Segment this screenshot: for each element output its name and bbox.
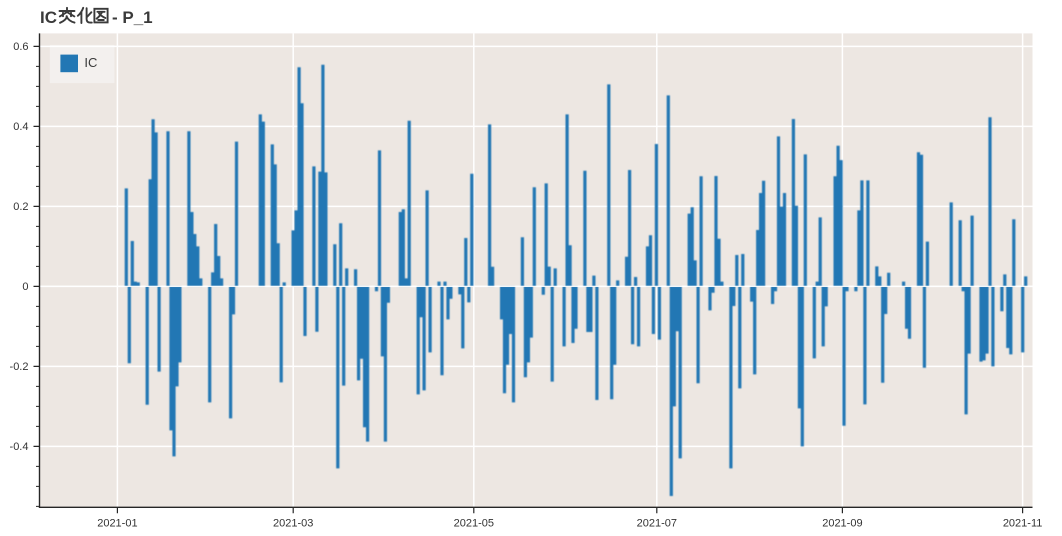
svg-text:0.4: 0.4 xyxy=(13,121,28,133)
svg-text:2021-01: 2021-01 xyxy=(97,517,137,529)
svg-text:-0.2: -0.2 xyxy=(10,361,29,373)
svg-text:IC: IC xyxy=(84,55,97,70)
svg-text:- P_1: - P_1 xyxy=(112,8,153,27)
svg-text:IC: IC xyxy=(40,8,57,27)
svg-text:0.2: 0.2 xyxy=(13,201,28,213)
svg-text:0.6: 0.6 xyxy=(13,41,28,53)
svg-text:-0.4: -0.4 xyxy=(10,441,29,453)
svg-text:2021-09: 2021-09 xyxy=(822,517,862,529)
svg-text:2021-05: 2021-05 xyxy=(454,517,494,529)
svg-text:2021-11: 2021-11 xyxy=(1003,517,1043,529)
svg-text:2021-07: 2021-07 xyxy=(637,517,677,529)
svg-text:0: 0 xyxy=(22,281,28,293)
svg-text:2021-03: 2021-03 xyxy=(273,517,313,529)
